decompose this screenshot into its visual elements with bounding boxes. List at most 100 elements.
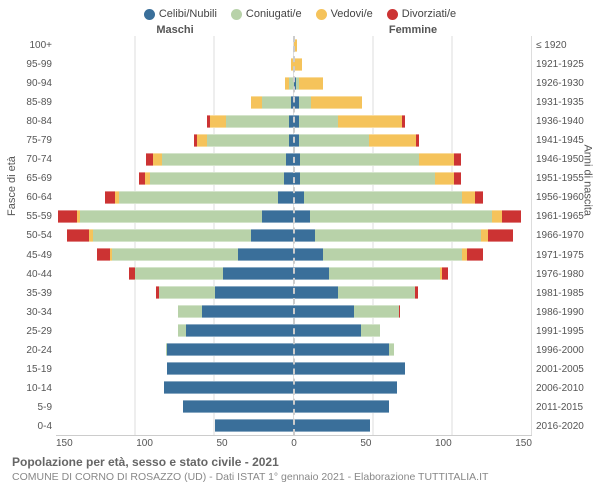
segment [294, 229, 315, 243]
segment [454, 172, 460, 186]
bar-row [56, 150, 532, 169]
x-tick: 100 [136, 438, 153, 449]
birth-year-label: 1971-1975 [532, 246, 592, 265]
birth-year-label: 1996-2000 [532, 341, 592, 360]
segment [329, 267, 440, 281]
bar-row [56, 302, 532, 321]
segment [178, 324, 186, 338]
segment [167, 343, 294, 357]
segment [197, 134, 207, 148]
age-label: 90-94 [8, 74, 56, 93]
bar-row [56, 188, 532, 207]
age-label: 20-24 [8, 341, 56, 360]
legend-label: Vedovi/e [331, 8, 373, 20]
age-label: 0-4 [8, 417, 56, 436]
segment [399, 305, 401, 319]
y-axis-right-title: Anni di nascita [582, 144, 594, 216]
segment [135, 267, 222, 281]
birth-year-label: 2006-2010 [532, 379, 592, 398]
segment [492, 210, 502, 224]
bar-row [56, 416, 532, 435]
age-label: 30-34 [8, 303, 56, 322]
segment [311, 96, 362, 110]
age-label: 100+ [8, 36, 56, 55]
legend-item: Celibi/Nubili [144, 8, 217, 20]
legend-item: Divorziati/e [387, 8, 456, 20]
segment [178, 305, 202, 319]
segment [294, 210, 310, 224]
bar-row [56, 169, 532, 188]
segment [310, 210, 492, 224]
segment [294, 191, 304, 205]
legend-swatch [316, 9, 327, 20]
segment [80, 210, 262, 224]
segment [153, 153, 163, 167]
plot-area: Fasce di età Anni di nascita 100+95-9990… [8, 36, 592, 436]
y-axis-right: ≤ 19201921-19251926-19301931-19351936-19… [532, 36, 592, 436]
x-tick: 0 [291, 438, 297, 449]
segment [354, 305, 398, 319]
x-tick: 50 [360, 438, 371, 449]
segment [202, 305, 294, 319]
age-label: 10-14 [8, 379, 56, 398]
segment [300, 172, 435, 186]
segment [294, 419, 370, 433]
birth-year-label: 2016-2020 [532, 417, 592, 436]
segment [207, 134, 290, 148]
segment [299, 115, 339, 129]
legend-swatch [144, 9, 155, 20]
segment [294, 267, 329, 281]
segment [167, 362, 294, 376]
segment [389, 343, 394, 357]
segment [289, 77, 294, 91]
segment [210, 115, 226, 129]
x-tick: 50 [217, 438, 228, 449]
segment [419, 153, 454, 167]
bar-row [56, 112, 532, 131]
birth-year-label: 1991-1995 [532, 322, 592, 341]
segment [338, 115, 401, 129]
segment [93, 229, 252, 243]
birth-year-label: 1926-1930 [532, 74, 592, 93]
birth-year-label: 1986-1990 [532, 303, 592, 322]
segment [294, 39, 297, 53]
bar-row [56, 74, 532, 93]
segment [159, 286, 215, 300]
legend-label: Celibi/Nubili [159, 8, 217, 20]
segment [183, 400, 294, 414]
y-axis-left-title: Fasce di età [6, 156, 18, 216]
age-label: 40-44 [8, 265, 56, 284]
bars-area [56, 36, 532, 436]
segment [415, 286, 418, 300]
y-axis-left: 100+95-9990-9485-8980-8475-7970-7465-696… [8, 36, 56, 436]
segment [112, 248, 239, 262]
label-male: Maschi [8, 24, 294, 36]
label-female: Femmine [294, 24, 592, 36]
x-tick: 100 [435, 438, 452, 449]
age-label: 45-49 [8, 246, 56, 265]
legend-label: Coniugati/e [246, 8, 302, 20]
segment [215, 286, 294, 300]
segment [462, 191, 475, 205]
birth-year-label: 1921-1925 [532, 55, 592, 74]
segment [294, 362, 405, 376]
segment [338, 286, 414, 300]
legend-label: Divorziati/e [402, 8, 456, 20]
x-tick: 150 [56, 438, 73, 449]
chart-footer: Popolazione per età, sesso e stato civil… [8, 455, 592, 483]
segment [416, 134, 419, 148]
segment [502, 210, 521, 224]
segment [435, 172, 454, 186]
segment [262, 96, 291, 110]
segment [294, 400, 389, 414]
segment [294, 381, 397, 395]
segment [162, 153, 286, 167]
segment [361, 324, 380, 338]
legend-swatch [231, 9, 242, 20]
segment [304, 191, 463, 205]
birth-year-label: 1976-1980 [532, 265, 592, 284]
age-label: 95-99 [8, 55, 56, 74]
segment [294, 58, 302, 72]
segment [289, 115, 294, 129]
legend: Celibi/Nubili Coniugati/e Vedovi/e Divorzia… [8, 8, 592, 20]
